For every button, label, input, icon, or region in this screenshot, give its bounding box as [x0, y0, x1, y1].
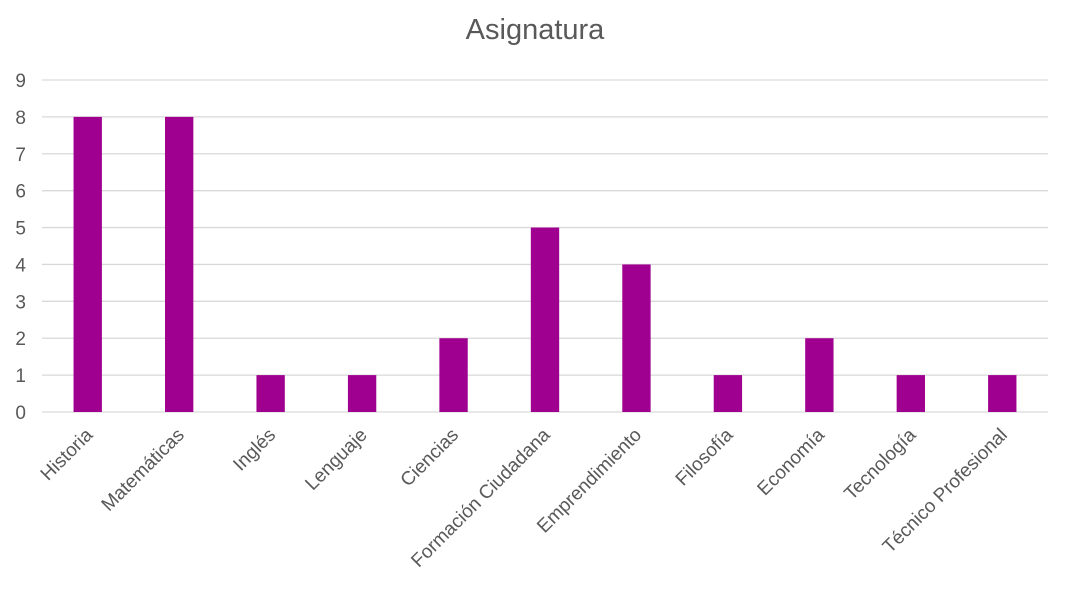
bar-6 — [622, 264, 651, 412]
y-tick-label: 3 — [15, 292, 26, 313]
bars — [73, 116, 1017, 412]
bar-4 — [439, 338, 468, 412]
y-tick-label: 4 — [15, 255, 26, 276]
x-tick-label: Filosofía — [672, 424, 738, 490]
x-tick-label: Inglés — [229, 425, 280, 476]
bar-0 — [73, 116, 102, 412]
bar-5 — [530, 227, 560, 412]
x-tick-label: Matemáticas — [98, 425, 189, 516]
x-tick-label: Economía — [754, 424, 830, 500]
y-axis-ticks: 0 1 2 3 4 5 6 7 8 9 — [15, 71, 26, 424]
x-axis-ticks: Historia Matemáticas Inglés Lenguaje Ciencia… — [37, 424, 1012, 571]
y-tick-label: 8 — [15, 108, 26, 129]
y-tick-label: 7 — [15, 145, 26, 166]
bar-9 — [896, 375, 925, 412]
bar-3 — [347, 375, 377, 412]
x-tick-label: Historia — [37, 424, 98, 485]
y-tick-label: 6 — [15, 182, 26, 203]
x-tick-label: Lenguaje — [301, 425, 371, 495]
y-tick-label: 5 — [15, 219, 26, 240]
x-tick-label: Ciencias — [397, 425, 463, 491]
bar-1 — [165, 116, 194, 412]
bar-8 — [805, 338, 834, 412]
bar-2 — [256, 375, 285, 412]
y-tick-label: 2 — [15, 329, 26, 350]
chart-title: Asignatura — [465, 14, 605, 46]
bar-10 — [988, 375, 1017, 412]
y-tick-label: 0 — [15, 403, 26, 424]
y-tick-label: 9 — [15, 71, 26, 92]
x-tick-label: Tecnología — [841, 424, 921, 504]
y-tick-label: 1 — [15, 366, 26, 387]
bar-7 — [713, 375, 743, 412]
